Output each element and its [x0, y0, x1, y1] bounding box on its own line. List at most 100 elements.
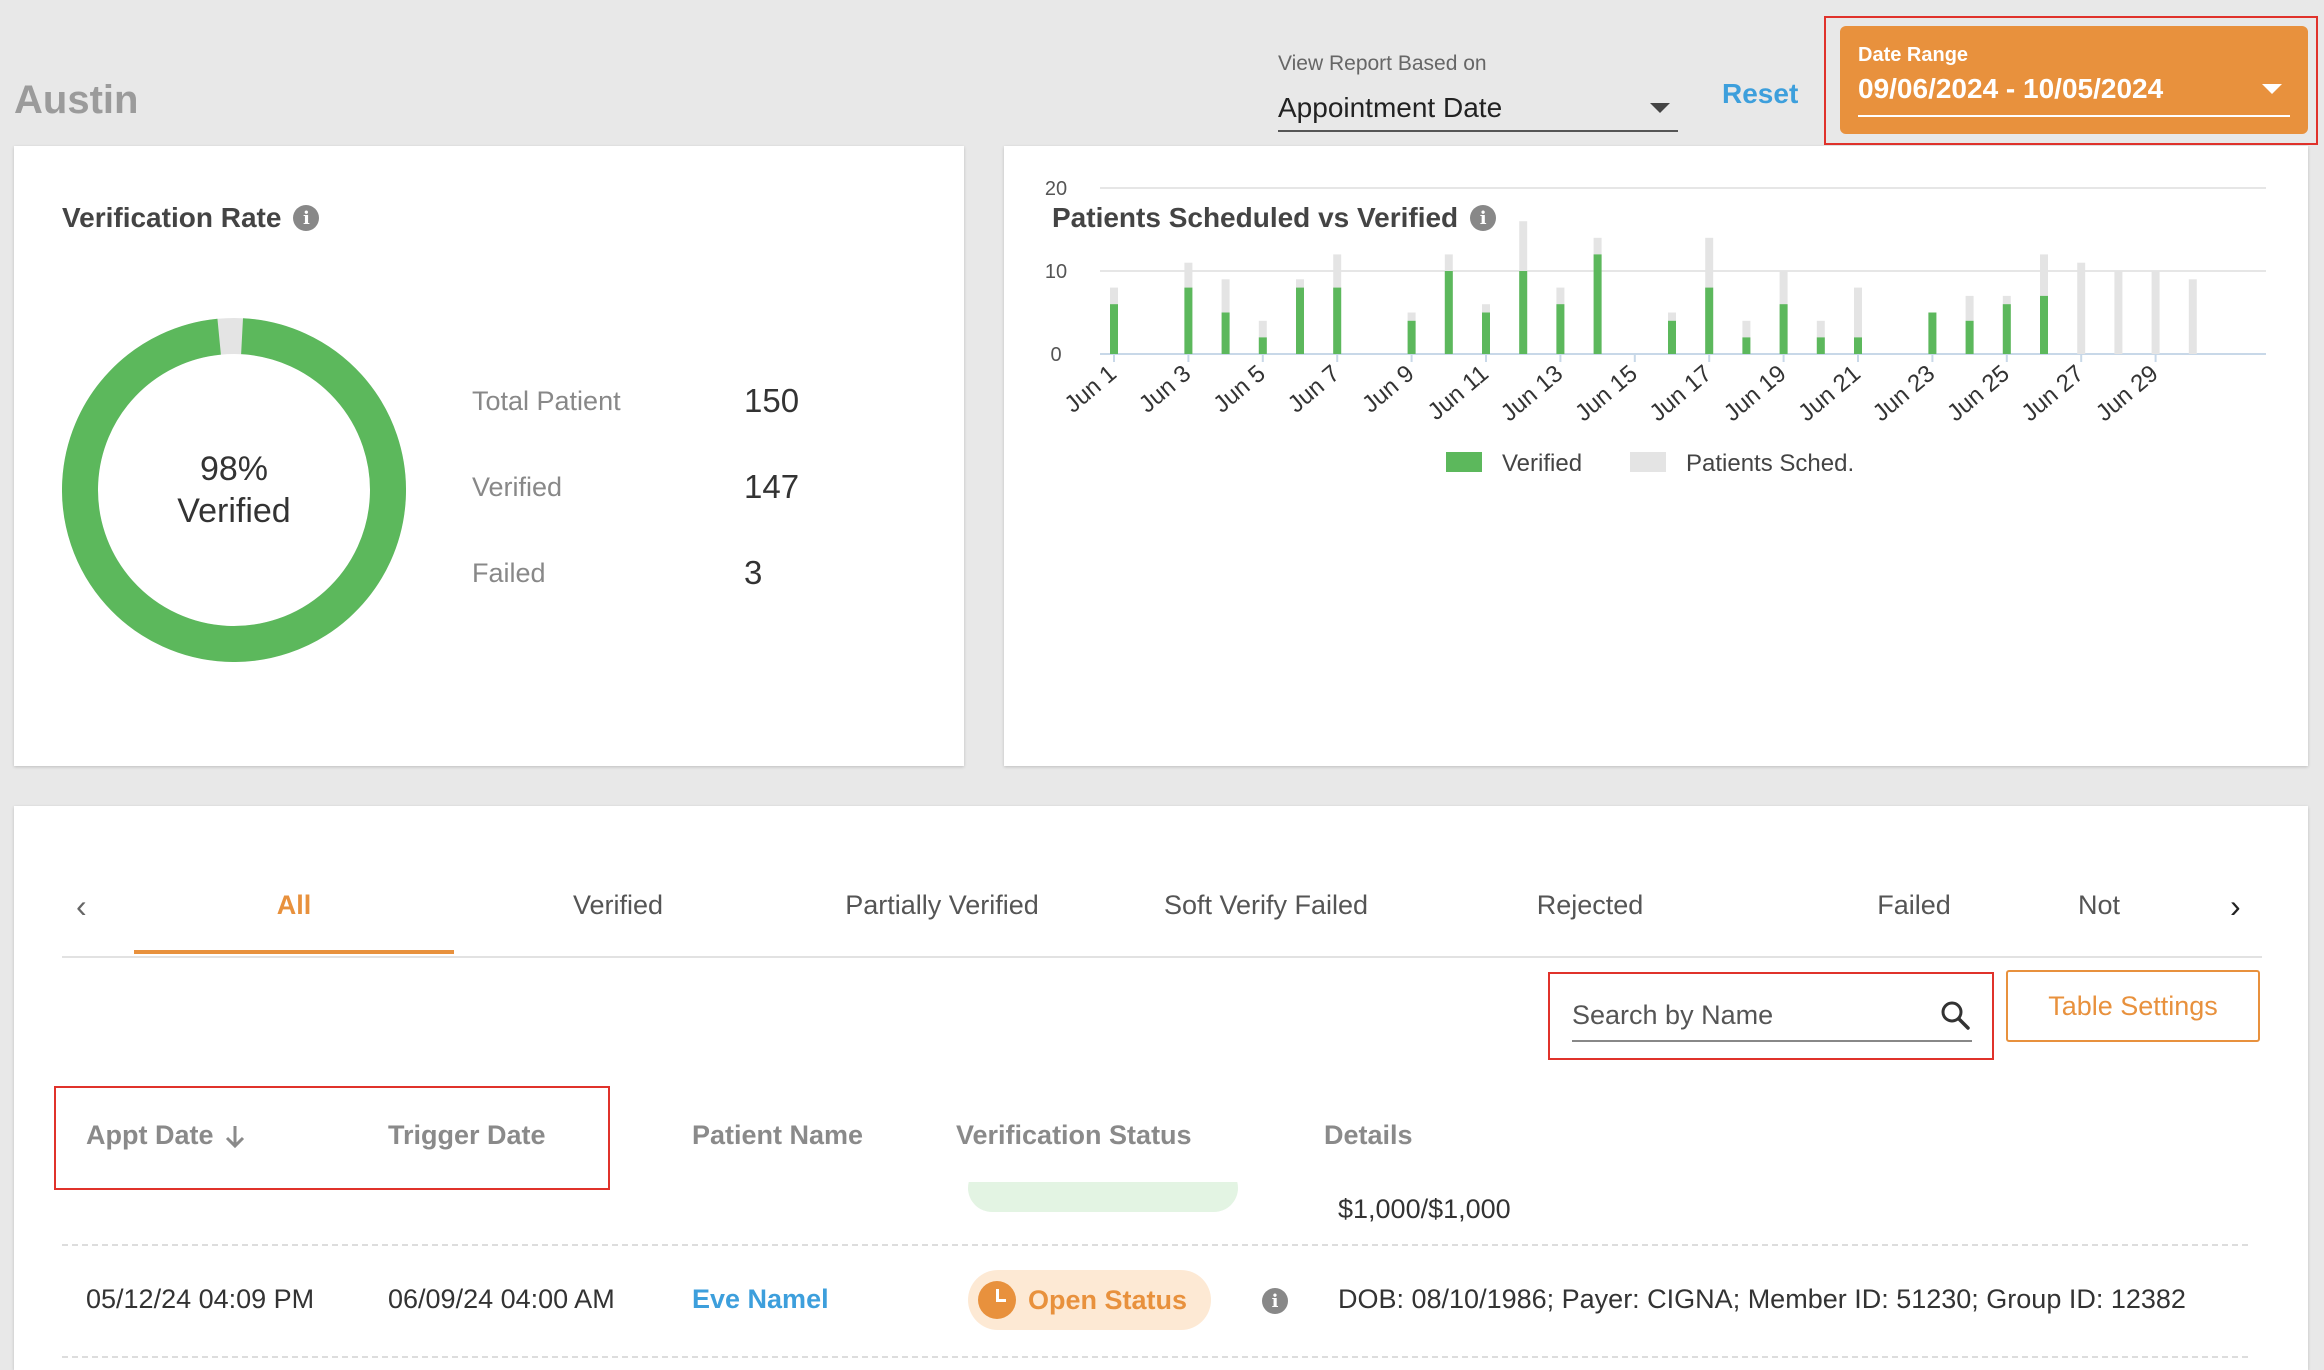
x-tick-label: Jun 9	[1357, 360, 1419, 418]
bar-verified[interactable]	[1742, 337, 1751, 354]
bar-verified[interactable]	[1779, 304, 1788, 354]
stat-value: 3	[744, 554, 763, 591]
status-pill	[968, 1182, 1238, 1212]
tab-partially-verified[interactable]: Partially Verified	[845, 890, 1039, 920]
view-report-select[interactable]: View Report Based on Appointment Date	[1278, 52, 1678, 132]
x-tick-label: Jun 21	[1793, 360, 1866, 427]
bar-verified[interactable]	[1444, 271, 1453, 354]
column-verification-status[interactable]: Verification Status	[956, 1120, 1192, 1150]
stat-total-patient: Total Patient 150	[472, 358, 799, 444]
search-highlight	[1548, 972, 1994, 1060]
chevron-down-icon	[1650, 103, 1670, 113]
date-columns-highlight	[54, 1086, 610, 1190]
date-range-picker[interactable]: Date Range 09/06/2024 - 10/05/2024	[1840, 26, 2308, 134]
bar-verified[interactable]	[1482, 312, 1490, 355]
date-range-dropdown[interactable]: 09/06/2024 - 10/05/2024	[1858, 73, 2290, 117]
stat-label: Failed	[472, 557, 546, 588]
table-row[interactable]: $1,000/$1,000	[62, 1182, 2248, 1246]
bar-patients-scheduled[interactable]	[2151, 271, 2160, 354]
bar-verified[interactable]	[1184, 287, 1193, 354]
bar-verified[interactable]	[1556, 304, 1565, 354]
sort-down-icon	[225, 1125, 244, 1148]
x-tick-label: Jun 15	[1570, 360, 1643, 427]
stat-verified: Verified 147	[472, 444, 799, 530]
search-input[interactable]	[1572, 999, 1912, 1031]
view-report-dropdown[interactable]: Appointment Date	[1278, 86, 1678, 132]
chevron-down-icon	[2262, 84, 2282, 94]
tabs-scroll-right-icon[interactable]: ›	[2230, 888, 2241, 924]
bar-patients-scheduled[interactable]	[2077, 262, 2086, 354]
column-patient-name[interactable]: Patient Name	[692, 1120, 864, 1150]
column-label: Appt Date	[86, 1120, 214, 1150]
bar-verified[interactable]	[1296, 287, 1304, 354]
x-tick-label: Jun 3	[1134, 360, 1196, 418]
date-range-label: Date Range	[1858, 44, 1969, 66]
x-tick-label: Jun 17	[1644, 360, 1717, 427]
verification-rate-title-text: Verification Rate	[62, 202, 282, 233]
stat-value: 147	[744, 468, 800, 505]
status-tabs: ‹ All Verified Partially Verified Soft V…	[62, 862, 2262, 958]
donut-verified-arc	[62, 318, 406, 662]
view-report-label: View Report Based on	[1278, 52, 1487, 75]
verified-word: Verified	[177, 492, 291, 530]
tab-failed[interactable]: Failed	[1877, 890, 1951, 920]
table-row[interactable]: 05/12/24 04:09 PM 06/09/24 04:00 AM Eve …	[62, 1248, 2248, 1358]
tab-rejected[interactable]: Rejected	[1536, 890, 1644, 920]
info-icon[interactable]: i	[1470, 205, 1497, 231]
stat-label: Total Patient	[472, 385, 621, 416]
bar-verified[interactable]	[1221, 312, 1230, 355]
reset-button[interactable]: Reset	[1722, 78, 1799, 109]
info-icon[interactable]: i	[293, 205, 320, 231]
bar-verified[interactable]	[1258, 337, 1267, 354]
bar-patients-scheduled[interactable]	[1854, 287, 1862, 354]
y-tick-label: 0	[1050, 344, 1061, 366]
row-appt-date: 05/12/24 04:09 PM	[86, 1284, 315, 1314]
tab-not[interactable]: Not	[2078, 890, 2121, 920]
bar-verified[interactable]	[1816, 337, 1825, 354]
table-settings-button[interactable]: Table Settings	[2006, 970, 2260, 1042]
bar-verified[interactable]	[2040, 295, 2048, 354]
bar-verified[interactable]	[1519, 271, 1528, 354]
bar-verified[interactable]	[1928, 312, 1937, 355]
info-icon[interactable]: i	[1262, 1288, 1288, 1314]
bar-verified[interactable]	[1110, 304, 1118, 354]
legend-patients-scheduled-label: Patients Sched.	[1686, 450, 1854, 477]
stat-value: 150	[744, 382, 800, 419]
tab-all[interactable]: All	[276, 890, 312, 920]
bar-verified[interactable]	[1705, 287, 1714, 354]
column-trigger-date[interactable]: Trigger Date	[388, 1120, 546, 1150]
x-tick-label: Jun 27	[2016, 360, 2089, 427]
patient-name-link[interactable]: Eve Namel	[692, 1284, 829, 1314]
stat-failed: Failed 3	[472, 530, 799, 616]
bar-verified[interactable]	[1965, 320, 1974, 354]
date-range-highlight	[1824, 16, 2318, 145]
tab-soft-verify-failed[interactable]: Soft Verify Failed	[1163, 890, 1369, 920]
bar-verified[interactable]	[1854, 337, 1862, 354]
x-tick-label: Jun 7	[1283, 360, 1345, 418]
bar-verified[interactable]	[1407, 320, 1416, 354]
status-badge[interactable]: Open Status	[968, 1270, 1212, 1330]
bar-verified[interactable]	[1333, 287, 1342, 354]
column-details[interactable]: Details	[1324, 1120, 1413, 1150]
tabs-scroll-left-icon[interactable]: ‹	[76, 888, 87, 924]
bar-patients-scheduled[interactable]	[2114, 271, 2123, 354]
verified-percent: 98%	[199, 449, 269, 488]
tab-verified[interactable]: Verified	[572, 890, 664, 920]
bar-patients-scheduled[interactable]	[2188, 279, 2197, 354]
donut-center-label: 98% Verified	[62, 318, 406, 662]
bar-verified[interactable]	[1668, 320, 1676, 354]
active-tab-indicator	[134, 950, 454, 954]
bar-verified[interactable]	[1593, 254, 1602, 354]
x-tick-label: Jun 19	[1719, 360, 1792, 427]
verification-rate-title: Verification Rate i	[62, 202, 320, 234]
column-appt-date[interactable]: Appt Date	[86, 1120, 246, 1151]
row-details: $1,000/$1,000	[1338, 1194, 1511, 1224]
legend-verified-swatch	[1446, 452, 1482, 472]
verification-table-card: ‹ All Verified Partially Verified Soft V…	[14, 806, 2308, 1370]
bar-verified[interactable]	[2002, 304, 2011, 354]
scheduled-vs-verified-card: Patients Scheduled vs Verified i 0 10 20 Ju…	[1004, 146, 2308, 766]
search-icon[interactable]	[1938, 998, 1972, 1032]
verification-donut-chart	[62, 318, 406, 662]
stat-label: Verified	[472, 471, 563, 502]
